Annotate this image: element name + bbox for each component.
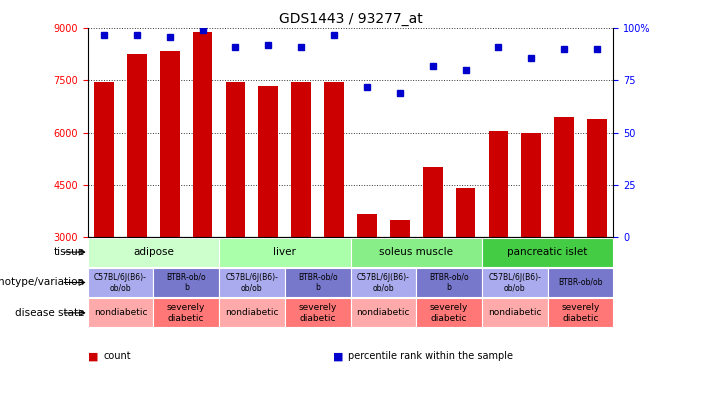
Text: pancreatic islet: pancreatic islet — [508, 247, 588, 257]
Bar — [94, 82, 114, 237]
Text: ■: ■ — [88, 352, 98, 361]
Text: tissue: tissue — [54, 247, 85, 257]
Bar — [482, 298, 547, 327]
Text: nondiabetic: nondiabetic — [94, 308, 147, 318]
Bar — [259, 86, 278, 237]
Bar — [554, 117, 574, 237]
Text: BTBR-ob/o
b: BTBR-ob/o b — [298, 273, 337, 292]
Bar — [88, 298, 154, 327]
Bar — [226, 82, 245, 237]
Bar — [416, 268, 482, 297]
Bar — [193, 32, 212, 237]
Text: C57BL/6J(B6)-
ob/ob: C57BL/6J(B6)- ob/ob — [94, 273, 147, 292]
Text: C57BL/6J(B6)-
ob/ob: C57BL/6J(B6)- ob/ob — [357, 273, 410, 292]
Bar — [88, 237, 219, 267]
Title: GDS1443 / 93277_at: GDS1443 / 93277_at — [278, 12, 423, 26]
Bar — [547, 268, 613, 297]
Bar — [127, 54, 147, 237]
Text: BTBR-ob/o
b: BTBR-ob/o b — [166, 273, 206, 292]
Bar — [547, 298, 613, 327]
Bar — [292, 82, 311, 237]
Text: C57BL/6J(B6)-
ob/ob: C57BL/6J(B6)- ob/ob — [489, 273, 541, 292]
Bar — [416, 298, 482, 327]
Bar — [88, 268, 154, 297]
Text: adipose: adipose — [133, 247, 174, 257]
Bar — [285, 268, 350, 297]
Bar — [522, 132, 541, 237]
Bar — [456, 188, 475, 237]
Bar — [482, 237, 613, 267]
Text: severely
diabetic: severely diabetic — [430, 303, 468, 322]
Bar — [160, 51, 179, 237]
Text: ■: ■ — [333, 352, 343, 361]
Bar — [154, 268, 219, 297]
Bar — [423, 167, 442, 237]
Bar — [489, 131, 508, 237]
Text: soleus muscle: soleus muscle — [379, 247, 454, 257]
Text: C57BL/6J(B6)-
ob/ob: C57BL/6J(B6)- ob/ob — [226, 273, 278, 292]
Text: BTBR-ob/o
b: BTBR-ob/o b — [429, 273, 469, 292]
Text: severely
diabetic: severely diabetic — [167, 303, 205, 322]
Bar — [324, 82, 344, 237]
Text: BTBR-ob/ob: BTBR-ob/ob — [558, 278, 603, 287]
Bar — [350, 268, 416, 297]
Bar — [587, 119, 607, 237]
Bar — [219, 237, 350, 267]
Text: genotype/variation: genotype/variation — [0, 277, 85, 288]
Bar — [350, 298, 416, 327]
Text: percentile rank within the sample: percentile rank within the sample — [348, 352, 513, 361]
Text: liver: liver — [273, 247, 297, 257]
Text: nondiabetic: nondiabetic — [225, 308, 279, 318]
Text: nondiabetic: nondiabetic — [357, 308, 410, 318]
Bar — [350, 237, 482, 267]
Bar — [219, 298, 285, 327]
Text: count: count — [103, 352, 130, 361]
Text: severely
diabetic: severely diabetic — [562, 303, 599, 322]
Bar — [357, 214, 377, 237]
Bar — [285, 298, 350, 327]
Bar — [390, 220, 409, 237]
Text: nondiabetic: nondiabetic — [488, 308, 542, 318]
Bar — [219, 268, 285, 297]
Bar — [482, 268, 547, 297]
Text: disease state: disease state — [15, 308, 85, 318]
Text: severely
diabetic: severely diabetic — [299, 303, 336, 322]
Bar — [154, 298, 219, 327]
